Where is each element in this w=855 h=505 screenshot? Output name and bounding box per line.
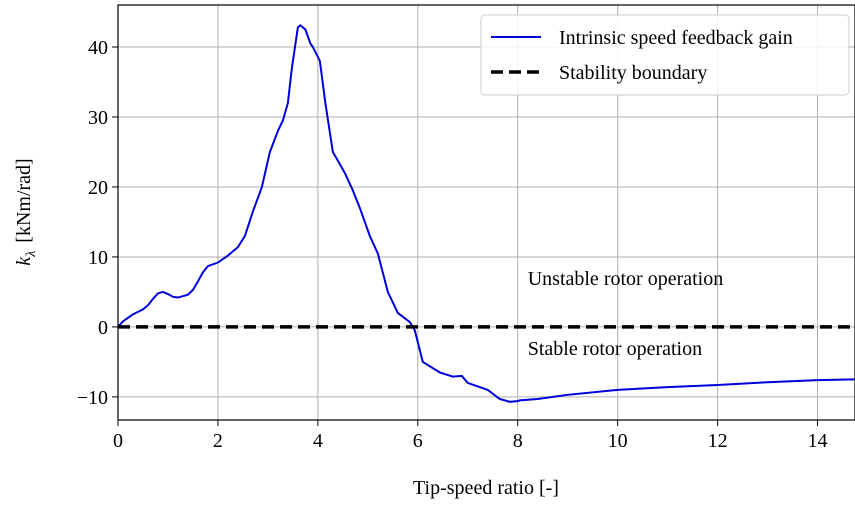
x-tick-label: 6 [413,430,423,452]
plot-frame [117,4,855,421]
y-tick-label: 0 [98,317,108,339]
x-tick-label: 2 [213,430,223,452]
y-tick-label: 20 [88,177,108,199]
annotation: Unstable rotor operation [528,268,724,290]
x-tick-label: 14 [808,430,828,452]
x-tick-label: 8 [513,430,523,452]
legend-box [480,14,850,96]
y-label-subscript: λ [24,251,39,258]
x-tick-label: 4 [313,430,323,452]
annotation: Stable rotor operation [528,338,702,360]
x-axis-label: Tip-speed ratio [-] [413,477,559,499]
y-tick-label: 30 [88,107,108,129]
y-label-symbol: k [13,256,35,266]
x-tick-label: 0 [113,430,123,452]
x-tick-label: 10 [608,430,628,452]
y-axis-label: kλ [kNm/rad] [13,158,39,265]
y-tick-label: −10 [77,387,108,409]
x-tick-label: 12 [708,430,728,452]
series-line [118,23,855,403]
y-label-unit: [kNm/rad] [13,158,35,242]
y-tick-label: 40 [88,37,108,59]
legend-label: Stability boundary [559,62,707,84]
y-tick-label: 10 [88,247,108,269]
legend-label: Intrinsic speed feedback gain [559,27,793,49]
